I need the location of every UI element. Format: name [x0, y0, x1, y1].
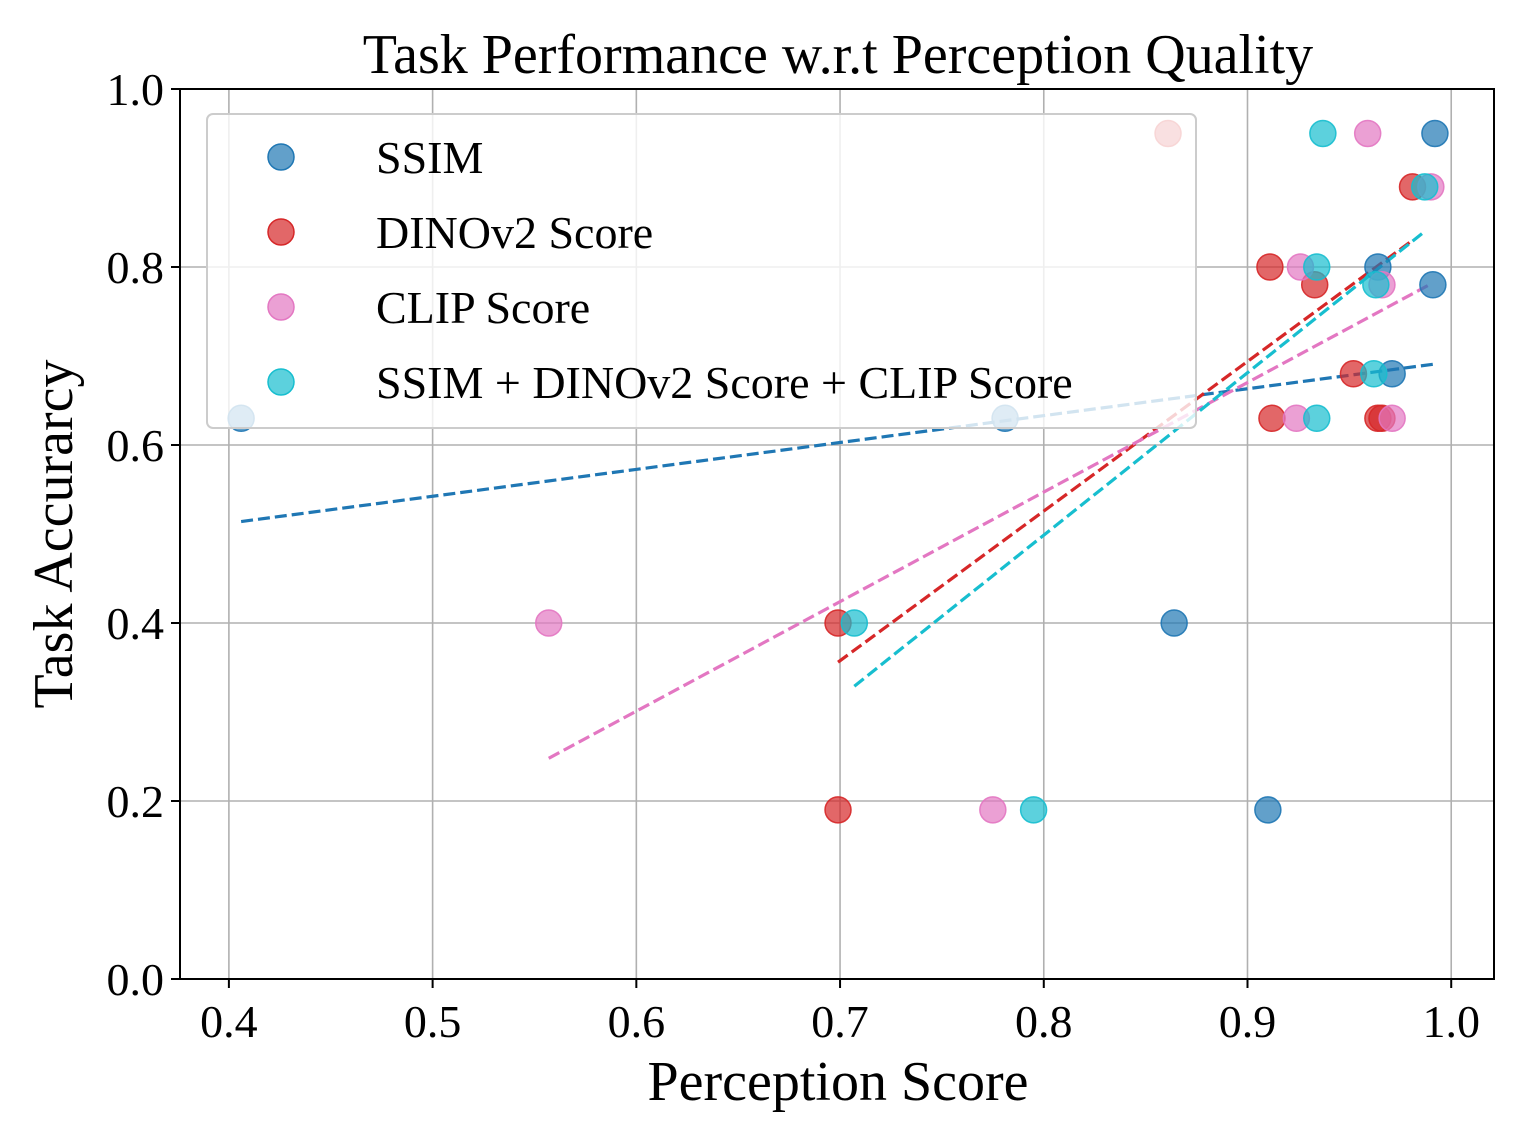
legend-box	[206, 113, 1197, 429]
x-tick-label: 0.9	[1219, 996, 1277, 1047]
point-ssim	[1254, 796, 1282, 824]
legend-label: SSIM + DINOv2 Score + CLIP Score	[376, 357, 1073, 408]
legend-marker	[267, 368, 295, 396]
legend-marker	[267, 143, 295, 171]
x-tick-label: 0.4	[200, 996, 258, 1047]
chart-title: Task Performance w.r.t Perception Qualit…	[363, 24, 1313, 86]
point-dinov2-score	[824, 796, 852, 824]
y-tick-label: 0.6	[107, 420, 165, 471]
point-clip-score	[1353, 119, 1382, 148]
point-ssim	[1160, 609, 1188, 637]
trendline-ssim-dinov2-score-clip-score	[853, 230, 1426, 688]
y-tick-label: 1.0	[107, 64, 165, 115]
point-ssim-dinov2-score-clip-score	[1309, 119, 1337, 148]
y-tick-label: 0.0	[107, 954, 165, 1005]
x-tick-label: 0.7	[811, 996, 869, 1047]
legend-label: SSIM	[376, 132, 483, 183]
legend-marker	[267, 218, 295, 246]
x-tick-label: 0.8	[1015, 996, 1073, 1047]
x-tick-label: 0.6	[608, 996, 666, 1047]
x-tick-label: 1.0	[1422, 996, 1480, 1047]
y-tick-label: 0.4	[107, 598, 165, 649]
trendline-clip-score	[547, 282, 1432, 760]
point-ssim-dinov2-score-clip-score	[1019, 796, 1048, 824]
point-dinov2-score	[1258, 404, 1286, 433]
legend-label: DINOv2 Score	[376, 207, 653, 258]
y-tick-label: 0.2	[107, 776, 165, 827]
plot-frame	[179, 88, 1495, 980]
y-tick-label: 0.8	[107, 242, 165, 293]
point-ssim-dinov2-score-clip-score	[1410, 173, 1439, 201]
legend: SSIM DINOv2 Score CLIP Score SSIM + DINOv2 …	[206, 113, 1197, 429]
point-ssim-dinov2-score-clip-score	[1303, 404, 1331, 433]
axis-ticks: 0.4 0.5 0.6 0.7 0.8 0.9 1.0 0.0 0.2 0.4 0.6 0.8 1.0	[107, 64, 1480, 1047]
point-ssim-dinov2-score-clip-score	[1303, 253, 1331, 281]
legend-label: CLIP Score	[376, 282, 590, 333]
y-axis-label: Task Accurarcy	[23, 359, 85, 708]
point-clip-score	[979, 796, 1007, 824]
point-ssim-dinov2-score-clip-score	[1360, 360, 1388, 388]
x-axis-label: Perception Score	[648, 1051, 1029, 1113]
point-ssim	[1419, 271, 1447, 299]
point-clip-score	[1378, 404, 1406, 433]
point-ssim	[1421, 119, 1449, 148]
trend-lines	[240, 230, 1436, 760]
point-clip-score	[534, 609, 563, 637]
point-ssim-dinov2-score-clip-score	[840, 609, 869, 637]
data-points	[227, 119, 1449, 824]
point-dinov2-score	[1256, 253, 1284, 281]
point-ssim-dinov2-score-clip-score	[1362, 271, 1390, 299]
legend-marker	[267, 293, 295, 321]
trendline-ssim	[240, 362, 1436, 524]
x-tick-label: 0.5	[404, 996, 462, 1047]
